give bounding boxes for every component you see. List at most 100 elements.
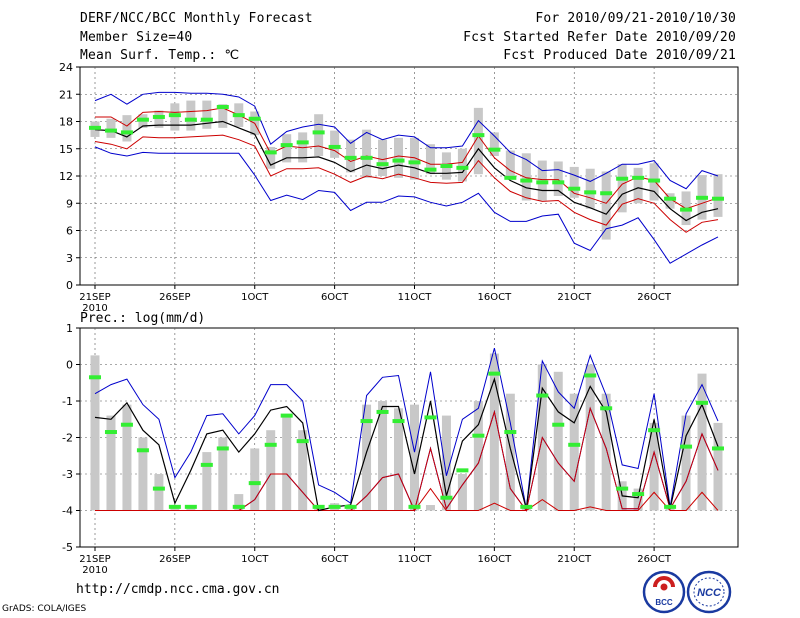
ensemble-box xyxy=(218,104,228,128)
ensemble-median-mark xyxy=(616,486,629,491)
ensemble-box xyxy=(298,430,308,511)
ensemble-median-mark xyxy=(680,207,693,212)
ensemble-median-mark xyxy=(504,430,517,435)
ensemble-median-mark xyxy=(296,140,309,145)
ensemble-median-mark xyxy=(200,117,213,122)
ensemble-mean-line xyxy=(94,120,719,222)
ensemble-median-mark xyxy=(200,462,213,467)
x-tick-label: 21SEP xyxy=(79,554,110,565)
ensemble-median-mark xyxy=(360,419,373,424)
y-tick-label: 1 xyxy=(66,322,73,335)
ensemble-box xyxy=(266,430,276,511)
ensemble-box xyxy=(473,401,483,511)
ensemble-mean-line xyxy=(94,376,719,512)
x-tick-label: 11OCT xyxy=(398,292,433,303)
ensemble-median-mark xyxy=(216,446,229,451)
ensemble-median-mark xyxy=(520,504,533,509)
x-tick-label: 11OCT xyxy=(398,554,433,565)
ensemble-box xyxy=(489,353,499,511)
ensemble-median-mark xyxy=(264,442,277,447)
ensemble-box xyxy=(266,146,276,169)
ensemble-box xyxy=(202,452,212,511)
ensemble-box xyxy=(409,137,419,180)
ensemble-median-mark xyxy=(664,504,677,509)
lower-bound-line xyxy=(94,146,719,264)
produced-date-label: Fcst Produced Date 2010/09/21 xyxy=(503,48,736,63)
x-tick-label: 16OCT xyxy=(478,292,513,303)
ensemble-median-mark xyxy=(89,375,101,380)
ensemble-median-mark xyxy=(616,176,629,181)
y-tick-label: 24 xyxy=(59,61,73,74)
ensemble-median-mark xyxy=(392,158,405,163)
ensemble-box xyxy=(250,448,260,511)
ensemble-median-mark xyxy=(488,371,501,376)
ensemble-median-mark xyxy=(216,104,229,109)
ensemble-median-mark xyxy=(504,175,517,180)
ensemble-median-mark xyxy=(408,504,421,509)
source-url[interactable]: http://cmdp.ncc.cma.gov.cn xyxy=(76,582,280,597)
ensemble-box xyxy=(106,415,116,511)
ensemble-box xyxy=(617,164,627,213)
ensemble-median-mark xyxy=(104,430,117,435)
ensemble-median-mark xyxy=(152,486,165,491)
ensemble-box xyxy=(425,505,435,511)
ensemble-box xyxy=(106,118,116,138)
bcc-logo-text: BCC xyxy=(655,598,673,607)
ensemble-median-mark xyxy=(440,495,453,500)
ensemble-median-mark xyxy=(408,160,421,165)
ensemble-median-mark xyxy=(584,190,597,195)
ensemble-median-mark xyxy=(312,130,325,135)
ensemble-median-mark xyxy=(248,481,261,486)
ensemble-median-mark xyxy=(472,433,485,438)
y-tick-label: -4 xyxy=(62,505,73,518)
ensemble-median-mark xyxy=(376,409,389,414)
ensemble-box xyxy=(330,130,340,158)
x-tick-sublabel: 2010 xyxy=(82,565,107,576)
ensemble-box xyxy=(425,144,435,175)
ensemble-box xyxy=(633,488,643,511)
ensemble-median-mark xyxy=(568,186,581,191)
ensemble-box xyxy=(489,132,499,157)
y-tick-label: -2 xyxy=(62,432,73,445)
ensemble-median-mark xyxy=(136,117,149,122)
ensemble-median-mark xyxy=(136,448,149,453)
ensemble-box xyxy=(90,355,100,511)
ensemble-median-mark xyxy=(632,492,645,497)
y-tick-label: 3 xyxy=(66,252,73,265)
ensemble-box xyxy=(697,373,707,511)
ensemble-median-mark xyxy=(104,128,117,133)
x-tick-label: 6OCT xyxy=(321,554,349,565)
ensemble-box xyxy=(378,139,388,176)
ensemble-box xyxy=(394,408,404,511)
ensemble-box xyxy=(314,114,324,157)
y-tick-label: -1 xyxy=(62,395,73,408)
x-tick-label: 21OCT xyxy=(557,292,592,303)
ensemble-box xyxy=(154,110,164,128)
ensemble-median-mark xyxy=(472,133,485,138)
started-date-label: Fcst Started Refer Date 2010/09/20 xyxy=(463,30,736,45)
ensemble-box xyxy=(457,474,467,511)
spread-low-line xyxy=(94,134,719,233)
ensemble-median-mark xyxy=(536,180,549,185)
ensemble-median-mark xyxy=(264,150,277,155)
ensemble-median-mark xyxy=(280,413,293,418)
precip-panel-title: Prec.: log(mm/d) xyxy=(80,311,205,326)
variable-label: Mean Surf. Temp.: ℃ xyxy=(80,48,240,63)
x-tick-label: 26OCT xyxy=(637,554,672,565)
ensemble-box xyxy=(122,115,132,142)
ensemble-box xyxy=(569,393,579,511)
ensemble-median-mark xyxy=(456,165,469,170)
y-tick-label: 0 xyxy=(66,279,73,292)
ensemble-median-mark xyxy=(648,178,661,183)
upper-bound-line xyxy=(94,91,719,190)
y-tick-label: 6 xyxy=(66,225,73,238)
ensemble-median-mark xyxy=(328,504,341,509)
grads-credit: GrADS: COLA/IGES xyxy=(2,604,87,614)
ensemble-box xyxy=(585,168,595,209)
ensemble-box xyxy=(138,437,148,511)
ensemble-median-mark xyxy=(168,504,181,509)
x-tick-label: 16OCT xyxy=(478,554,513,565)
ensemble-box xyxy=(601,171,611,240)
ensemble-median-mark xyxy=(89,125,101,130)
ensemble-box xyxy=(457,148,467,182)
